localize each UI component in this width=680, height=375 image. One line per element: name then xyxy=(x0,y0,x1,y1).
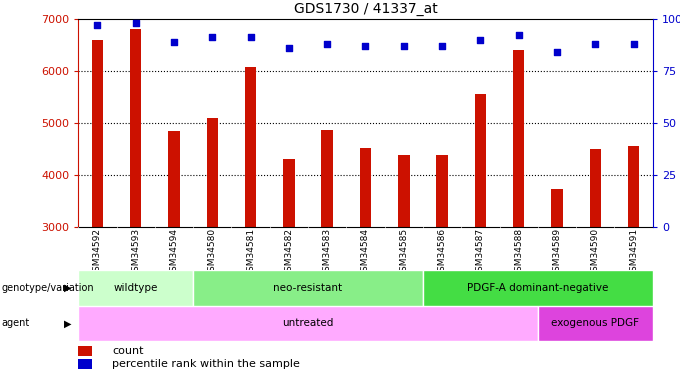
Bar xyxy=(130,29,141,227)
Bar xyxy=(437,155,448,227)
Bar xyxy=(423,270,653,306)
Bar xyxy=(360,148,371,227)
Bar xyxy=(283,159,294,227)
Text: count: count xyxy=(112,346,143,356)
Bar xyxy=(193,270,423,306)
Bar xyxy=(322,130,333,227)
Point xyxy=(284,45,294,51)
Bar xyxy=(78,359,92,369)
Bar xyxy=(538,306,653,341)
Point xyxy=(92,22,103,28)
Text: percentile rank within the sample: percentile rank within the sample xyxy=(112,359,300,369)
Text: ▶: ▶ xyxy=(64,283,72,293)
Point xyxy=(513,32,524,38)
Bar xyxy=(92,40,103,227)
Bar xyxy=(590,149,601,227)
Point xyxy=(245,34,256,40)
Bar xyxy=(513,50,524,227)
Text: genotype/variation: genotype/variation xyxy=(1,283,94,293)
Point xyxy=(590,41,600,47)
Point xyxy=(322,41,333,47)
Point xyxy=(169,39,180,45)
Text: exogenous PDGF: exogenous PDGF xyxy=(551,318,639,328)
Bar xyxy=(245,67,256,227)
Point xyxy=(130,20,141,26)
Point xyxy=(628,41,639,47)
Text: neo-resistant: neo-resistant xyxy=(273,283,343,293)
Bar xyxy=(475,94,486,227)
Point xyxy=(360,43,371,49)
Point xyxy=(207,34,218,40)
Point xyxy=(398,43,409,49)
Bar xyxy=(168,130,180,227)
Point xyxy=(551,49,562,55)
Point xyxy=(437,43,447,49)
Text: ▶: ▶ xyxy=(64,318,72,328)
Bar xyxy=(78,270,193,306)
Bar xyxy=(628,146,639,227)
Bar xyxy=(78,306,538,341)
Point xyxy=(475,37,486,43)
Bar xyxy=(551,189,563,227)
Title: GDS1730 / 41337_at: GDS1730 / 41337_at xyxy=(294,2,437,16)
Text: PDGF-A dominant-negative: PDGF-A dominant-negative xyxy=(467,283,609,293)
Text: agent: agent xyxy=(1,318,30,328)
Text: untreated: untreated xyxy=(282,318,334,328)
Bar xyxy=(207,118,218,227)
Bar xyxy=(398,155,409,227)
Text: wildtype: wildtype xyxy=(114,283,158,293)
Bar xyxy=(78,346,92,355)
